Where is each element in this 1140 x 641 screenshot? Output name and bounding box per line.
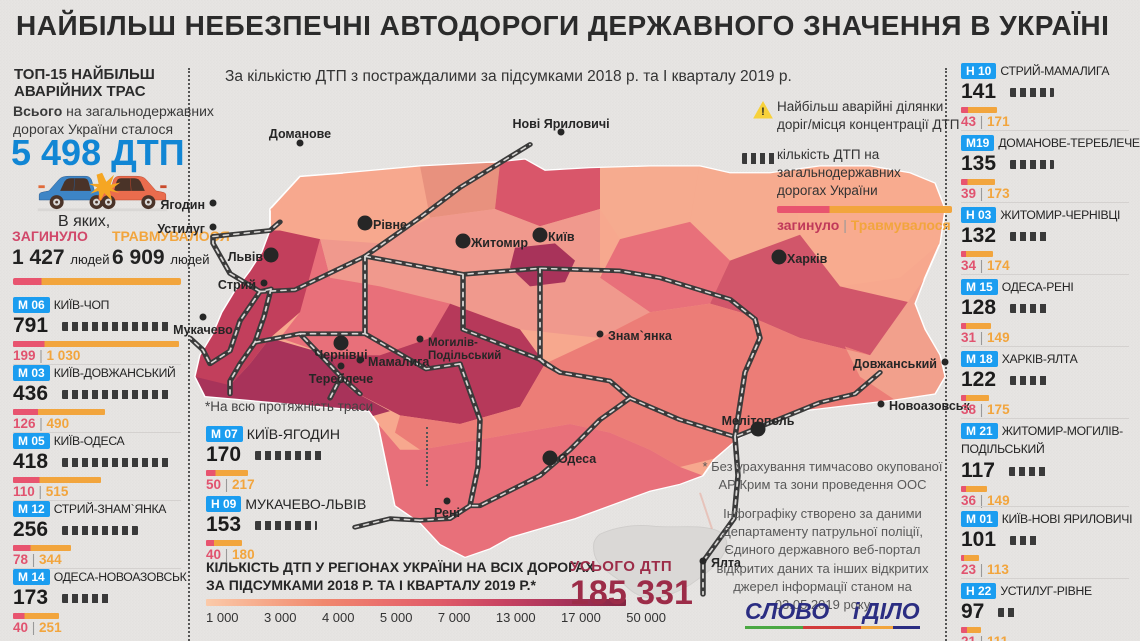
svg-text:!: !	[761, 106, 765, 118]
svg-text:i: i	[853, 598, 860, 624]
svg-text:СЛОВО: СЛОВО	[745, 598, 829, 624]
svg-text:ДІЛО: ДІЛО	[861, 598, 920, 624]
